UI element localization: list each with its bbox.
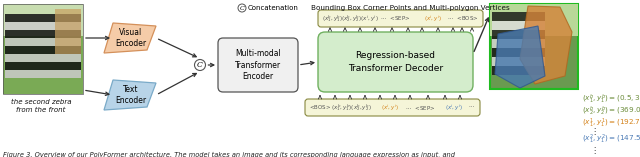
Bar xyxy=(490,4,578,36)
Bar xyxy=(492,12,545,21)
FancyBboxPatch shape xyxy=(218,38,298,92)
Circle shape xyxy=(195,60,205,70)
Text: $(x^i,y^i)$: $(x^i,y^i)$ xyxy=(381,102,399,113)
Text: $(x^b_2, y^b_2) = (369.0, 333.0)$: $(x^b_2, y^b_2) = (369.0, 333.0)$ xyxy=(582,105,640,118)
Bar xyxy=(3,4,83,35)
Bar xyxy=(5,54,81,62)
Polygon shape xyxy=(520,6,572,84)
Bar xyxy=(492,39,545,48)
Bar xyxy=(492,21,545,30)
Polygon shape xyxy=(495,26,545,88)
Bar xyxy=(3,4,83,94)
Text: Bounding Box Corner Points and Multi-polygon Vertices: Bounding Box Corner Points and Multi-pol… xyxy=(311,5,510,11)
Text: $(x^i,y^i)$: $(x^i,y^i)$ xyxy=(445,102,463,113)
Text: Concatenation: Concatenation xyxy=(248,5,299,11)
Bar xyxy=(3,4,83,94)
Text: $(x^1_1, y^1_1) = (192.7, 58.1)$: $(x^1_1, y^1_1) = (192.7, 58.1)$ xyxy=(582,117,640,130)
Text: $(x^2_1, y^2_1) = (147.5, 183.8)$: $(x^2_1, y^2_1) = (147.5, 183.8)$ xyxy=(582,133,640,146)
Text: $(x^b_1, y^b_1) = (0.5, 34.8)$: $(x^b_1, y^b_1) = (0.5, 34.8)$ xyxy=(582,93,640,106)
Bar xyxy=(492,66,545,75)
FancyBboxPatch shape xyxy=(318,10,483,27)
FancyBboxPatch shape xyxy=(318,32,473,92)
Text: Visual
Encoder: Visual Encoder xyxy=(115,28,147,48)
Bar xyxy=(5,30,81,38)
Text: $\vdots$: $\vdots$ xyxy=(590,126,596,137)
Bar xyxy=(492,57,545,66)
Bar xyxy=(5,46,81,54)
Text: $\cdots$: $\cdots$ xyxy=(465,105,476,111)
Text: C: C xyxy=(239,5,244,11)
Text: $\cdots$  <SEP>: $\cdots$ <SEP> xyxy=(402,103,436,111)
Text: Text
Encoder: Text Encoder xyxy=(115,85,147,105)
Bar xyxy=(5,38,81,46)
Text: $\vdots$: $\vdots$ xyxy=(590,145,596,156)
Bar xyxy=(55,9,81,54)
Text: Regression-based
Transformer Decoder: Regression-based Transformer Decoder xyxy=(348,51,443,73)
FancyBboxPatch shape xyxy=(305,99,480,116)
Text: the second zebra
from the front: the second zebra from the front xyxy=(11,99,71,113)
Polygon shape xyxy=(104,80,156,110)
Circle shape xyxy=(238,4,246,12)
Bar xyxy=(5,62,81,70)
Bar xyxy=(5,14,81,22)
Text: <BOS> $(x^b_1,y^b_1)(x^b_2,y^b_2)$: <BOS> $(x^b_1,y^b_1)(x^b_2,y^b_2)$ xyxy=(309,102,372,113)
Bar xyxy=(5,22,81,30)
Text: Multi-modal
Transformer
Encoder: Multi-modal Transformer Encoder xyxy=(235,49,281,81)
Text: Figure 3. Overview of our PolyFormer architecture. The model takes an image and : Figure 3. Overview of our PolyFormer arc… xyxy=(3,152,455,157)
Text: $(x^i,y^i)$: $(x^i,y^i)$ xyxy=(424,13,442,24)
Bar xyxy=(5,70,81,78)
Bar xyxy=(492,48,545,57)
Text: C: C xyxy=(197,61,203,69)
Text: $\cdots$  <BOS>: $\cdots$ <BOS> xyxy=(444,14,479,22)
Bar xyxy=(490,4,578,89)
Bar xyxy=(492,30,545,39)
Polygon shape xyxy=(104,23,156,53)
Text: $(x^b_1,y^b_1)(x^b_2,y^b_2)(x^i,y^i)$  $\cdots$  <SEP>: $(x^b_1,y^b_1)(x^b_2,y^b_2)(x^i,y^i)$ $\… xyxy=(322,13,411,24)
